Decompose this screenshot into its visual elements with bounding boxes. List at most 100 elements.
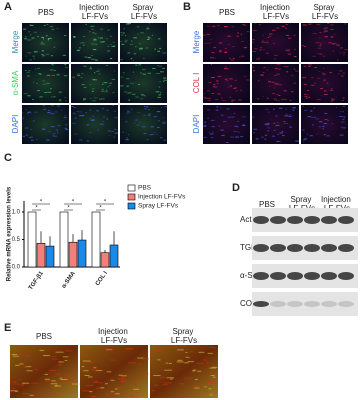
band — [253, 301, 269, 307]
texture — [51, 380, 56, 382]
texture — [56, 28, 59, 30]
texture — [213, 84, 216, 86]
texture — [132, 93, 136, 95]
texture — [343, 118, 345, 120]
texture — [39, 349, 45, 351]
texture — [198, 351, 205, 353]
texture — [46, 74, 51, 76]
texture — [24, 38, 28, 40]
texture — [91, 43, 95, 45]
texture — [52, 356, 56, 358]
texture — [317, 47, 322, 49]
texture — [93, 72, 96, 74]
texture — [82, 99, 86, 101]
header-line: Injection — [260, 3, 292, 12]
texture — [48, 131, 51, 133]
texture — [210, 119, 215, 121]
x-tick-label: α-SMA — [61, 270, 77, 290]
texture — [58, 361, 64, 363]
texture — [14, 390, 19, 392]
texture — [107, 86, 109, 88]
texture — [218, 51, 223, 53]
band — [253, 216, 269, 224]
texture — [274, 54, 278, 56]
texture — [303, 46, 306, 48]
texture — [107, 130, 111, 132]
panel-label: D — [232, 182, 240, 194]
texture — [44, 92, 47, 94]
texture — [89, 98, 92, 100]
texture — [94, 38, 96, 40]
texture — [127, 110, 130, 112]
texture — [111, 45, 115, 47]
texture — [126, 137, 128, 139]
texture — [71, 106, 74, 108]
texture — [77, 73, 81, 75]
texture — [226, 141, 229, 143]
texture — [274, 83, 279, 85]
column-header: Spray LF-FVs — [131, 3, 157, 21]
texture — [218, 125, 220, 127]
texture — [341, 119, 345, 121]
texture — [253, 30, 258, 32]
texture — [99, 28, 104, 30]
texture — [137, 33, 139, 35]
texture — [72, 122, 76, 124]
texture — [18, 379, 23, 381]
texture — [73, 36, 76, 38]
texture — [103, 116, 106, 118]
texture — [44, 373, 48, 375]
panel-label: E — [4, 322, 11, 334]
texture — [100, 41, 104, 43]
texture — [253, 132, 255, 134]
texture — [160, 91, 162, 93]
texture — [42, 128, 46, 130]
texture — [266, 97, 269, 99]
texture — [287, 53, 291, 55]
texture — [47, 112, 51, 114]
texture — [164, 382, 172, 384]
column-header: Spray LF-FVs — [312, 3, 338, 21]
texture — [85, 24, 87, 26]
bar — [27, 211, 37, 268]
texture — [95, 382, 103, 384]
texture — [113, 110, 117, 112]
texture — [227, 68, 229, 70]
texture — [43, 24, 46, 26]
texture — [262, 71, 265, 73]
texture — [143, 373, 149, 375]
texture — [308, 64, 312, 66]
texture — [143, 95, 146, 97]
row-label: α-SMA — [11, 70, 20, 95]
texture — [283, 66, 288, 68]
texture — [204, 125, 207, 127]
texture — [317, 52, 319, 54]
texture — [340, 121, 345, 123]
texture — [330, 29, 334, 31]
texture — [22, 112, 24, 114]
texture — [265, 108, 269, 110]
texture — [289, 99, 292, 101]
texture — [83, 36, 86, 38]
texture — [112, 105, 115, 107]
texture — [322, 55, 326, 57]
panel-label: A — [4, 1, 12, 13]
texture — [281, 135, 285, 137]
texture — [332, 50, 335, 52]
texture — [238, 99, 242, 101]
texture — [329, 89, 333, 91]
texture — [42, 83, 46, 85]
band — [287, 272, 303, 280]
texture — [31, 37, 35, 39]
micrograph — [252, 105, 299, 144]
texture — [73, 112, 75, 114]
texture — [215, 109, 219, 111]
texture — [290, 75, 294, 77]
texture — [169, 378, 173, 380]
texture — [50, 25, 54, 27]
texture — [82, 390, 91, 392]
texture — [221, 134, 224, 136]
legend-label: Injection LF-FVs — [138, 194, 186, 201]
texture — [82, 360, 91, 362]
texture — [140, 72, 142, 74]
